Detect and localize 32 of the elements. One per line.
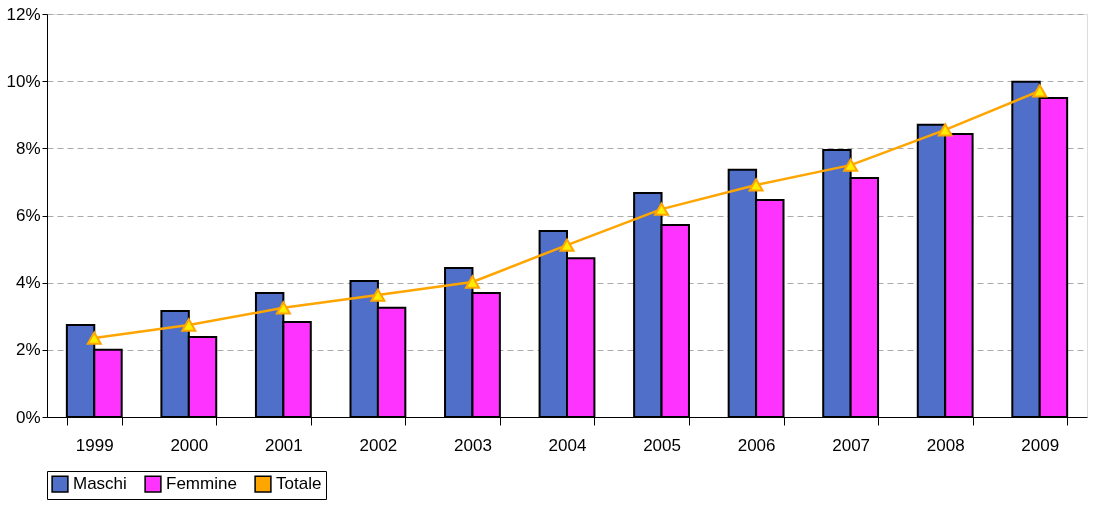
x-tick-label: 2002 [359,435,398,455]
x-tick-label: 2003 [454,435,492,455]
x-tick-label: 1999 [75,435,114,455]
point [1032,84,1048,98]
legend-label: Totale [276,474,322,494]
point [181,318,197,332]
x-tick-label: 2005 [643,435,681,455]
point [370,288,386,302]
y-tick-label: 6% [15,206,41,225]
y-tick-label: 12% [6,4,41,24]
x-tick-label: 2004 [548,435,587,455]
x-tick-label: 2007 [832,435,871,455]
y-tick-label: 8% [15,138,41,158]
x-tick-label: 2001 [264,435,303,455]
point [843,158,859,172]
point [937,123,953,137]
y-tick-label: 2% [15,340,41,360]
legend-label: Femmine [166,474,237,494]
y-tick-label: 0% [15,407,41,427]
x-tick-label: 2008 [926,435,965,455]
x-tick-label: 2009 [1021,435,1060,455]
x-tick-label: 2000 [170,435,209,455]
point [654,202,670,216]
legend-label: Maschi [73,474,127,494]
y-tick-label: 4% [15,273,41,293]
x-tick-label: 2006 [737,435,776,455]
y-tick-label: 10% [6,71,41,91]
point [275,301,291,315]
point [464,275,480,289]
point [86,331,102,345]
point [559,238,575,252]
point [748,178,764,192]
